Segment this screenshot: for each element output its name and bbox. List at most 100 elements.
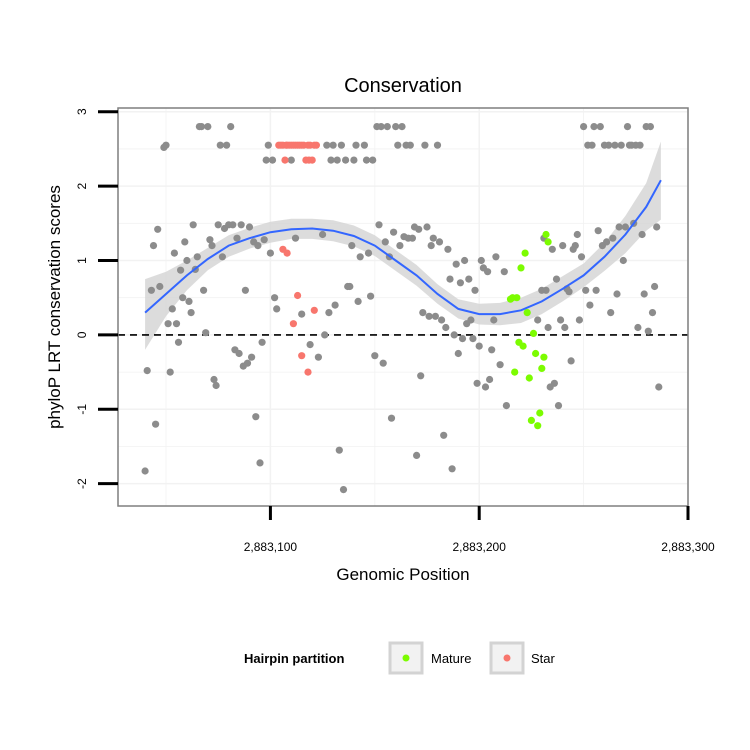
- point-other: [375, 221, 383, 229]
- point-other: [335, 446, 343, 454]
- point-other: [450, 331, 458, 339]
- point-mature: [521, 249, 529, 257]
- point-other: [208, 242, 216, 250]
- point-other: [243, 359, 252, 367]
- point-other: [314, 353, 322, 361]
- y-tick-label: 0: [75, 331, 89, 338]
- grid-lines: [118, 108, 689, 506]
- legend-label-star: Star: [531, 651, 556, 666]
- point-other: [329, 141, 337, 149]
- point-other: [435, 238, 444, 246]
- point-other: [319, 230, 327, 239]
- point-other: [567, 357, 575, 365]
- point-mature: [525, 374, 533, 382]
- point-other: [544, 323, 552, 332]
- point-other: [206, 236, 214, 244]
- point-other: [212, 381, 220, 390]
- point-other: [425, 312, 433, 320]
- point-other: [291, 234, 300, 242]
- point-other: [166, 368, 174, 376]
- point-other: [644, 327, 652, 335]
- point-other: [542, 286, 550, 294]
- x-axis: 2,883,100 2,883,200 2,883,300: [244, 506, 715, 554]
- point-other: [552, 275, 561, 283]
- point-other: [396, 242, 404, 250]
- point-other: [611, 141, 619, 149]
- point-mature: [527, 416, 536, 424]
- point-other: [229, 221, 237, 229]
- y-tick-label: -2: [75, 478, 89, 489]
- point-other: [392, 123, 400, 131]
- point-other: [168, 305, 176, 313]
- point-other: [381, 238, 389, 246]
- point-other: [237, 221, 245, 229]
- confidence-ribbon: [145, 141, 661, 350]
- point-other: [177, 266, 185, 274]
- point-other: [262, 156, 270, 164]
- point-other: [456, 279, 464, 287]
- point-other: [327, 156, 335, 164]
- point-other: [154, 225, 162, 233]
- legend-item-mature: Mature: [388, 641, 471, 675]
- point-star: [289, 320, 297, 328]
- point-other: [254, 242, 262, 250]
- legend-label-mature: Mature: [431, 651, 471, 666]
- point-other: [342, 156, 350, 164]
- point-other: [561, 323, 569, 332]
- point-other: [216, 141, 224, 149]
- point-other: [364, 249, 373, 257]
- point-other: [172, 320, 181, 328]
- point-other: [258, 338, 266, 346]
- point-other: [603, 238, 611, 246]
- point-other: [245, 223, 254, 231]
- point-mature: [519, 342, 527, 350]
- point-other: [609, 234, 617, 242]
- point-other: [406, 141, 414, 149]
- point-other: [379, 359, 387, 367]
- point-other: [264, 141, 272, 149]
- point-other: [287, 156, 295, 164]
- point-star: [281, 156, 289, 164]
- point-other: [421, 141, 429, 149]
- point-other: [369, 156, 377, 164]
- point-other: [454, 349, 462, 358]
- point-other: [241, 286, 249, 294]
- x-tick-label: 2,883,100: [244, 540, 298, 554]
- point-other: [413, 451, 421, 459]
- point-other: [390, 228, 398, 236]
- point-other: [214, 221, 222, 229]
- point-other: [571, 242, 579, 250]
- point-other: [417, 372, 425, 380]
- legend-title: Hairpin partition: [244, 651, 344, 666]
- point-mature: [536, 409, 544, 417]
- point-other: [337, 141, 345, 149]
- point-other: [613, 290, 621, 298]
- point-other: [181, 238, 189, 246]
- point-other: [398, 123, 406, 131]
- point-other: [183, 256, 191, 265]
- point-other: [360, 141, 368, 149]
- point-other: [444, 245, 452, 253]
- point-other: [346, 282, 354, 291]
- point-other: [502, 402, 510, 410]
- point-other: [636, 141, 644, 149]
- legend: Hairpin partition Mature Star: [244, 641, 556, 675]
- point-other: [646, 123, 655, 131]
- point-other: [590, 123, 598, 131]
- point-other: [465, 275, 473, 283]
- y-tick-label: -1: [75, 404, 89, 415]
- legend-swatch-star: [503, 654, 511, 662]
- point-other: [325, 309, 333, 317]
- point-other: [473, 379, 481, 387]
- point-other: [486, 375, 494, 384]
- y-tick-label: 1: [75, 257, 89, 264]
- point-other: [617, 141, 625, 149]
- point-other: [477, 256, 485, 265]
- point-other: [594, 227, 602, 235]
- point-other: [607, 309, 615, 317]
- point-other: [492, 253, 500, 261]
- point-other: [580, 123, 588, 131]
- point-other: [362, 156, 371, 164]
- panel-border: [117, 107, 689, 507]
